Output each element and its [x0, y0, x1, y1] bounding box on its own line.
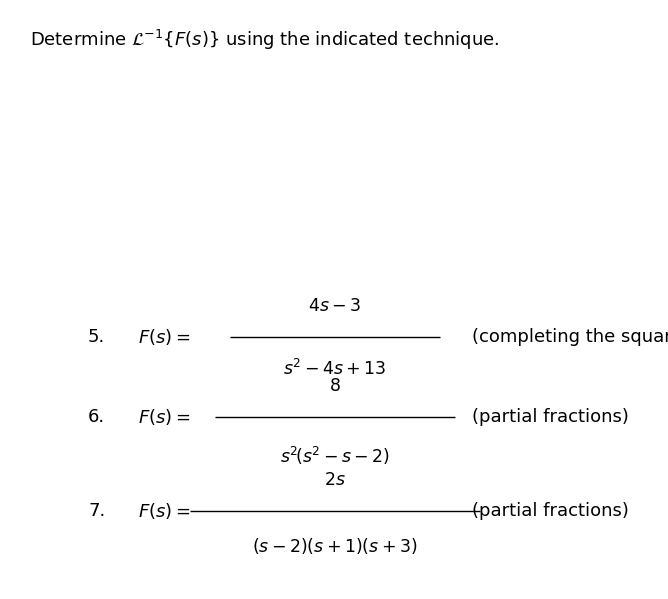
Text: $s^2\!\left(s^2-s-2\right)$: $s^2\!\left(s^2-s-2\right)$	[280, 445, 390, 467]
Text: (partial fractions): (partial fractions)	[472, 408, 629, 426]
Text: $8$: $8$	[329, 377, 341, 395]
Text: $s^2-4s+13$: $s^2-4s+13$	[283, 359, 387, 379]
Text: 5.: 5.	[88, 328, 106, 346]
Text: $F(s)=$: $F(s)=$	[138, 501, 190, 521]
Text: $F(s)=$: $F(s)=$	[138, 407, 190, 427]
Text: 7.: 7.	[88, 502, 106, 520]
Text: $(s-2)(s+1)(s+3)$: $(s-2)(s+1)(s+3)$	[253, 536, 418, 556]
Text: (partial fractions): (partial fractions)	[472, 502, 629, 520]
Text: Determine $\mathcal{L}^{-1}\{F(s)\}$ using the indicated technique.: Determine $\mathcal{L}^{-1}\{F(s)\}$ usi…	[30, 28, 500, 52]
Text: $F(s)=$: $F(s)=$	[138, 327, 190, 347]
Text: $4s-3$: $4s-3$	[309, 297, 361, 315]
Text: (completing the square): (completing the square)	[472, 328, 668, 346]
Text: 6.: 6.	[88, 408, 105, 426]
Text: $2s$: $2s$	[324, 471, 346, 489]
